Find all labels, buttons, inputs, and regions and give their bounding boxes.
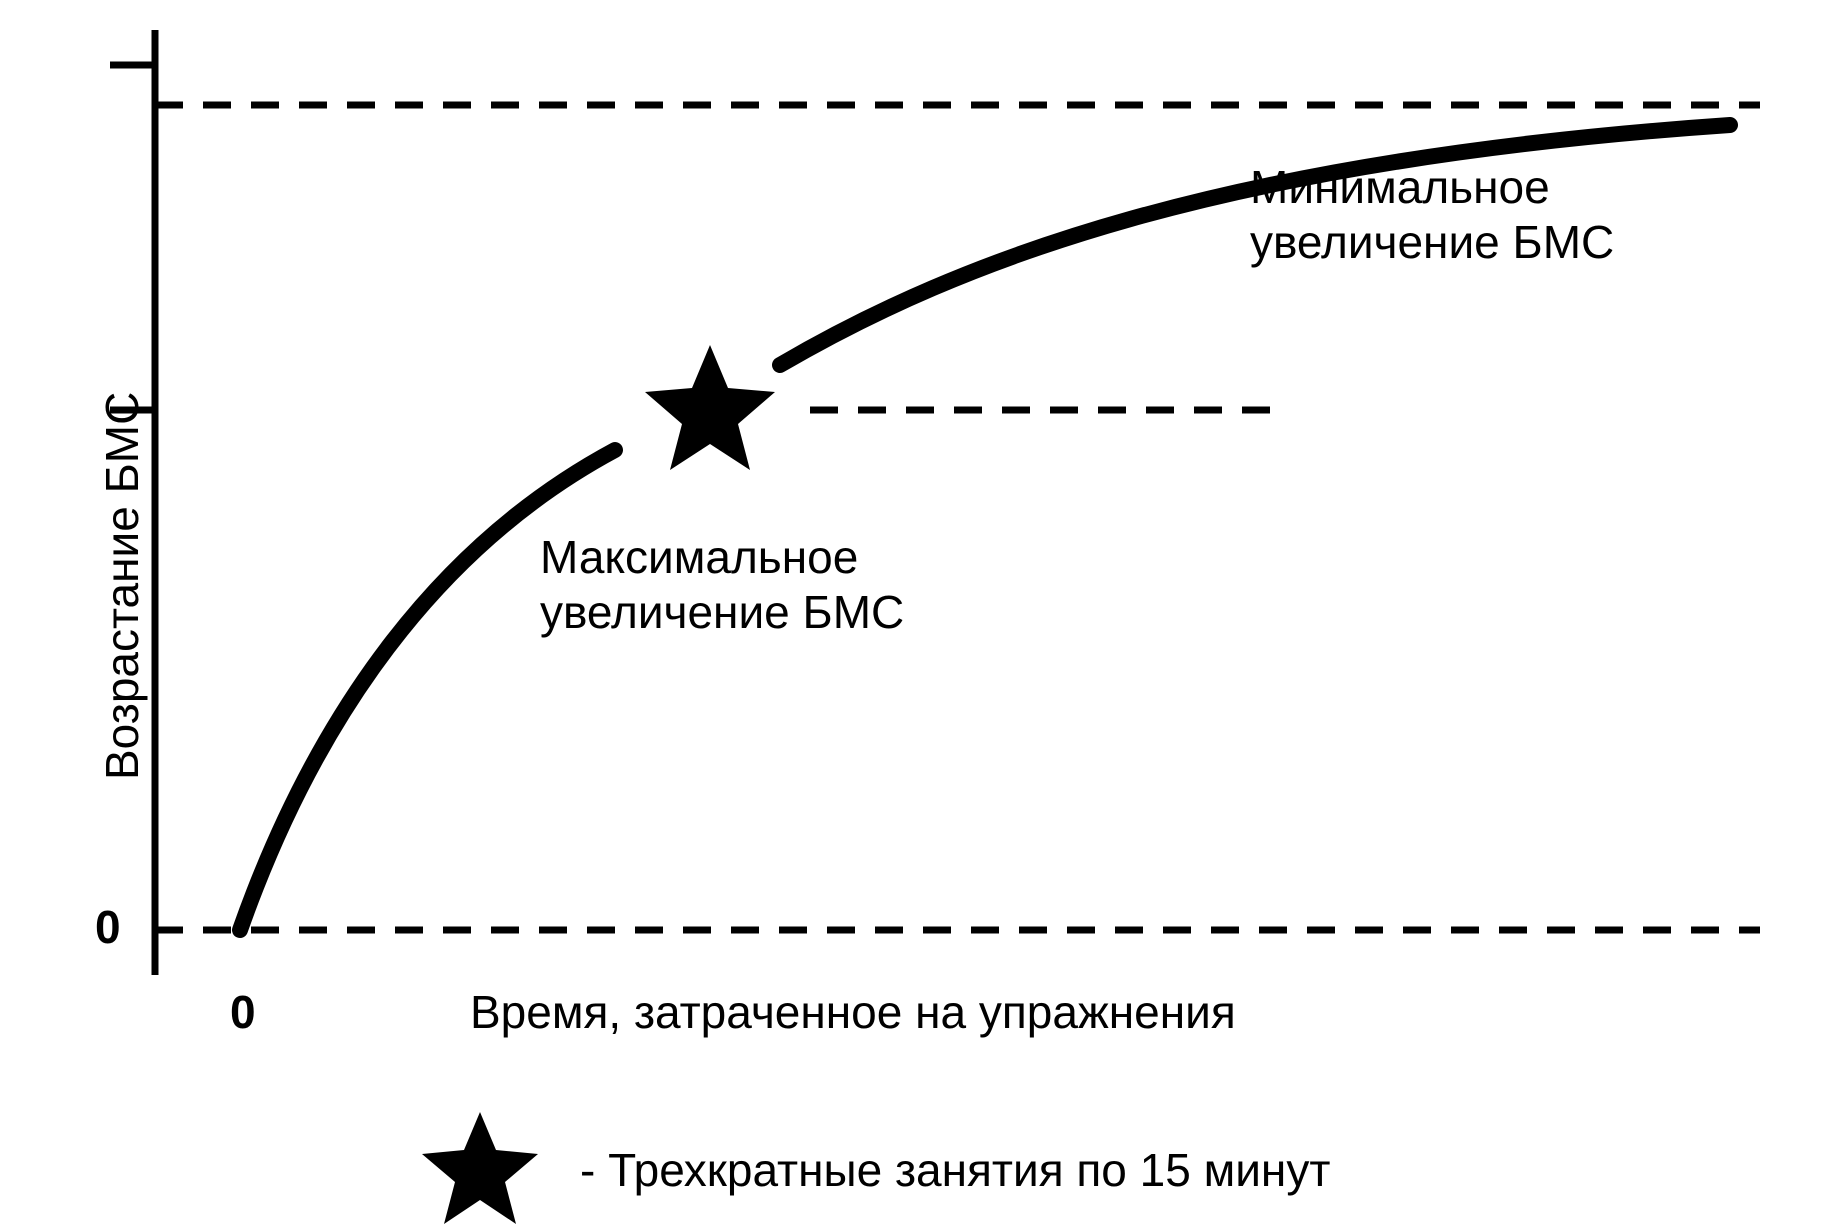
y-axis-label: Возрастание БМС [95, 392, 149, 780]
min-annotation-line2: увеличение БМС [1250, 215, 1614, 270]
max-annotation-line2: увеличение БМС [540, 585, 904, 640]
max-annotation-line1: Максимальное [540, 530, 904, 585]
max-annotation: Максимальное увеличение БМС [540, 530, 904, 640]
x-axis-label: Время, затраченное на упражнения [470, 985, 1236, 1039]
chart-container: Возрастание БМС 0 0 Время, затраченное н… [40, 30, 1790, 1180]
legend-star-icon [420, 1110, 540, 1230]
legend-text: - Трехкратные занятия по 15 минут [580, 1143, 1330, 1197]
legend-row: - Трехкратные занятия по 15 минут [420, 1110, 1330, 1230]
min-annotation-line1: Минимальное [1250, 160, 1614, 215]
curve-segment-1 [240, 450, 615, 930]
min-annotation: Минимальное увеличение БМС [1250, 160, 1614, 270]
star-marker-icon [645, 345, 775, 470]
x-zero-label: 0 [230, 985, 256, 1039]
y-zero-label: 0 [95, 900, 121, 954]
